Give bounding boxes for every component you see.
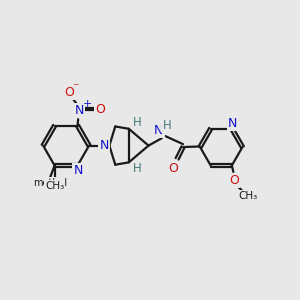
Text: N: N bbox=[74, 164, 83, 177]
Text: N: N bbox=[154, 124, 164, 137]
Text: H: H bbox=[133, 116, 141, 129]
Text: N: N bbox=[228, 117, 237, 130]
Text: H: H bbox=[162, 119, 171, 132]
Text: +: + bbox=[82, 99, 92, 109]
Text: N: N bbox=[74, 104, 84, 117]
Text: O: O bbox=[229, 174, 239, 187]
Text: ⁻: ⁻ bbox=[72, 81, 79, 94]
Text: CH₃: CH₃ bbox=[238, 191, 258, 201]
Text: H: H bbox=[133, 162, 141, 175]
Text: O: O bbox=[168, 162, 178, 175]
Text: O: O bbox=[95, 103, 105, 116]
Text: CH₃: CH₃ bbox=[45, 181, 64, 191]
Text: O: O bbox=[65, 85, 75, 99]
Text: N: N bbox=[99, 139, 109, 152]
Text: methyl: methyl bbox=[33, 178, 67, 188]
